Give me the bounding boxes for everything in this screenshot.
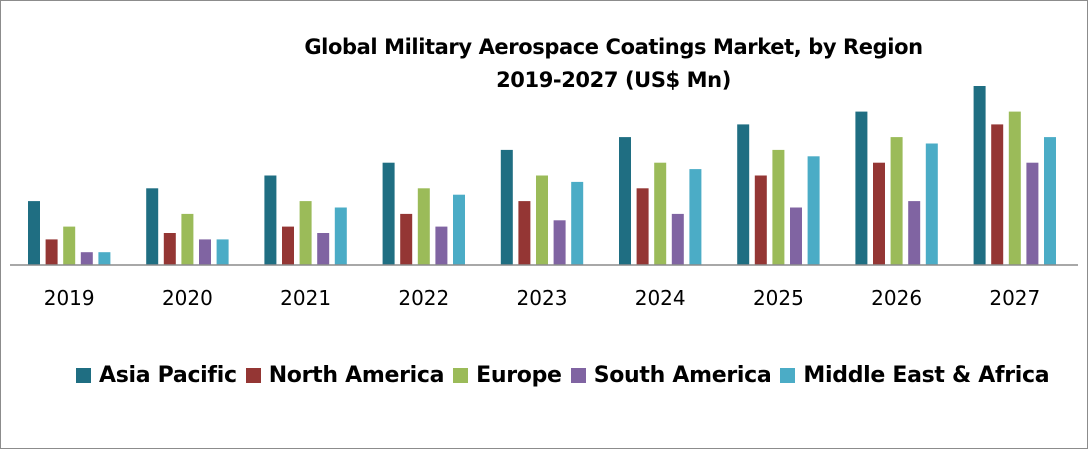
- legend-item: South America: [570, 363, 772, 388]
- bar-europe-2020: [181, 213, 194, 265]
- legend-label: South America: [593, 363, 772, 388]
- bar-asia-pacific-2023: [500, 149, 513, 265]
- x-tick-label: 2024: [635, 286, 686, 310]
- x-tick-label: 2023: [517, 286, 568, 310]
- bar-south-america-2027: [1026, 162, 1039, 265]
- bar-south-america-2026: [908, 201, 921, 265]
- bar-middle-east-africa-2025: [807, 156, 820, 265]
- bar-middle-east-africa-2023: [571, 181, 584, 265]
- legend-label: North America: [268, 363, 445, 388]
- bar-europe-2025: [772, 149, 785, 265]
- bar-asia-pacific-2027: [973, 86, 986, 265]
- legend-item: Europe: [453, 363, 562, 388]
- bar-south-america-2021: [317, 233, 330, 265]
- bar-europe-2022: [417, 188, 430, 265]
- x-tick-label: 2022: [398, 286, 449, 310]
- bar-north-america-2023: [518, 201, 531, 265]
- bar-middle-east-africa-2020: [216, 239, 229, 265]
- legend-item: Asia Pacific: [76, 363, 237, 388]
- bar-europe-2027: [1008, 111, 1021, 265]
- legend-swatch: [453, 368, 469, 383]
- bar-south-america-2024: [671, 213, 684, 265]
- legend-swatch: [245, 368, 261, 383]
- bar-asia-pacific-2025: [737, 124, 750, 266]
- bar-asia-pacific-2019: [28, 201, 40, 265]
- legend-swatch: [570, 368, 586, 383]
- bar-middle-east-africa-2019: [98, 252, 111, 265]
- bar-middle-east-africa-2024: [689, 169, 702, 265]
- bar-asia-pacific-2026: [855, 111, 868, 265]
- bar-middle-east-africa-2026: [925, 143, 938, 265]
- x-tick-label: 2019: [44, 286, 95, 310]
- bar-south-america-2023: [553, 220, 566, 266]
- bar-north-america-2022: [400, 213, 413, 265]
- bar-asia-pacific-2020: [146, 188, 159, 265]
- bar-north-america-2027: [991, 124, 1004, 266]
- bar-europe-2023: [536, 175, 548, 265]
- bar-south-america-2020: [199, 239, 211, 265]
- bar-asia-pacific-2021: [264, 175, 277, 265]
- chart-subtitle: 2019-2027 (US$ Mn): [496, 68, 731, 92]
- legend-item: Middle East & Africa: [780, 363, 1050, 388]
- legend-label: Asia Pacific: [99, 363, 237, 388]
- legend-label: Europe: [476, 363, 562, 388]
- bar-middle-east-africa-2027: [1044, 137, 1056, 265]
- chart-title: Global Military Aerospace Coatings Marke…: [1, 31, 1087, 97]
- bar-north-america-2020: [163, 233, 176, 265]
- bar-north-america-2026: [873, 162, 885, 265]
- bar-europe-2019: [63, 226, 76, 265]
- bar-asia-pacific-2024: [619, 137, 631, 265]
- x-tick-label: 2020: [162, 286, 213, 310]
- bar-europe-2021: [299, 201, 312, 265]
- chart-title-line1: Global Military Aerospace Coatings Marke…: [304, 35, 923, 59]
- legend-label: Middle East & Africa: [803, 363, 1050, 388]
- bar-asia-pacific-2022: [382, 162, 395, 265]
- bar-south-america-2019: [80, 252, 93, 265]
- bar-north-america-2021: [282, 226, 294, 265]
- legend: Asia Pacific North America Europe South Ame…: [76, 363, 1058, 388]
- legend-item: North America: [245, 363, 445, 388]
- x-tick-label: 2027: [989, 286, 1040, 310]
- x-tick-label: 2026: [871, 286, 922, 310]
- bar-europe-2024: [654, 162, 667, 265]
- bar-south-america-2025: [790, 207, 802, 265]
- x-tick-label: 2021: [280, 286, 331, 310]
- bar-middle-east-africa-2022: [453, 194, 465, 265]
- bar-north-america-2024: [636, 188, 649, 265]
- bar-north-america-2025: [754, 175, 767, 265]
- bar-south-america-2022: [435, 226, 448, 265]
- legend-swatch: [780, 368, 796, 383]
- bar-europe-2026: [890, 137, 903, 265]
- x-tick-label: 2025: [753, 286, 804, 310]
- bar-middle-east-africa-2021: [334, 207, 347, 265]
- bar-north-america-2019: [45, 239, 58, 265]
- bars-group: [28, 86, 1056, 266]
- x-tick-labels: 2019 2020 2021 2022 2023 2024 2025 2026 2027: [44, 286, 1041, 310]
- legend-swatch: [76, 368, 91, 383]
